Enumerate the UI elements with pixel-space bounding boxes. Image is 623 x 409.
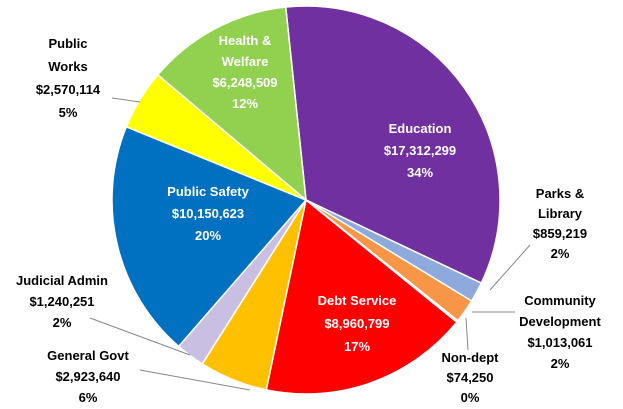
category-label: Parks & Library (536, 186, 584, 221)
percent-label: 2% (551, 246, 570, 261)
value-label: $10,150,623 (172, 206, 244, 221)
percent-label: 0% (461, 390, 480, 404)
percent-label: 2% (551, 356, 570, 371)
category-label: Health & Welfare (219, 33, 272, 69)
category-label: Debt Service (318, 293, 397, 308)
label-line: Community (524, 293, 596, 308)
value-label: $1,013,061 (527, 335, 592, 350)
label-line: Non-dept (441, 350, 499, 365)
pie-slice (156, 6, 307, 202)
value-label: $2,570,114 (36, 82, 101, 97)
label-line: Parks & (536, 186, 584, 201)
leader-line (465, 317, 469, 351)
pie-slice (265, 198, 458, 395)
label-line: Works (48, 59, 88, 74)
pie-slice (284, 5, 501, 285)
label-line: Library (538, 206, 583, 221)
category-label: Community Development (519, 293, 601, 329)
category-label: Judicial Admin (16, 273, 108, 288)
value-label: $8,960,799 (324, 316, 389, 331)
label-line: General Govt (47, 348, 129, 363)
percent-label: 2% (53, 315, 72, 330)
label-line: Welfare (222, 54, 269, 69)
percent-label: 6% (79, 390, 98, 404)
category-label: Non-dept (441, 350, 499, 365)
percent-label: 17% (344, 339, 370, 354)
percent-label: 12% (232, 96, 258, 111)
value-label: $2,923,640 (55, 369, 120, 384)
percent-label: 34% (407, 165, 433, 180)
category-label: General Govt (47, 348, 129, 363)
label-line: Health & (219, 33, 272, 48)
value-label: $74,250 (447, 370, 494, 385)
percent-label: 5% (59, 105, 78, 120)
label-line: Public (48, 36, 87, 51)
label-line: Education (389, 121, 452, 136)
value-label: $17,312,299 (384, 143, 456, 158)
percent-label: 20% (195, 228, 221, 243)
category-label: Public Safety (167, 184, 249, 199)
label-line: Debt Service (318, 293, 397, 308)
value-label: $6,248,509 (212, 75, 277, 90)
label-line: Development (519, 314, 601, 329)
value-label: $859,219 (533, 226, 587, 241)
category-label: Education (389, 121, 452, 136)
value-label: $1,240,251 (29, 294, 94, 309)
leader-line (139, 369, 251, 391)
leader-line (89, 317, 191, 356)
leader-line (489, 244, 531, 291)
label-line: Public Safety (167, 184, 249, 199)
category-label: Public Works (48, 36, 88, 74)
pie-slice (111, 125, 308, 348)
leader-line (111, 97, 141, 103)
label-line: Judicial Admin (16, 273, 108, 288)
